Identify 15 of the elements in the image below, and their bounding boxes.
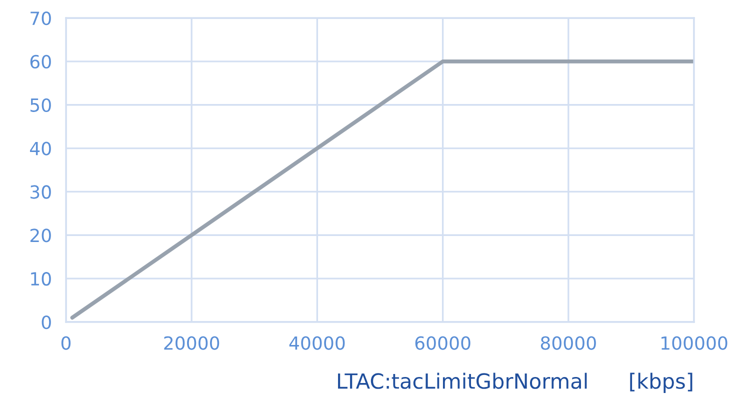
x-tick-label: 40000 [289,336,345,350]
y-tick-label: 40 [30,142,51,156]
y-tick-label: 70 [30,11,51,26]
x-tick-label: 60000 [415,336,470,350]
y-tick-label: 0 [42,315,51,330]
y-tick-label: 50 [30,98,51,112]
x-tick-label: 20000 [164,336,220,350]
y-tick-label: 20 [30,228,51,242]
y-tick-label: 10 [31,272,51,286]
y-tick-label: 30 [30,185,51,199]
x-tick-label: 0 [61,336,71,350]
x-tick-label: 100000 [662,336,728,350]
y-tick-label: 60 [30,54,51,69]
x-axis-title: LTAC:tacLimitGbrNormal [kbps] [338,372,692,393]
x-tick-label: 80000 [540,336,596,350]
